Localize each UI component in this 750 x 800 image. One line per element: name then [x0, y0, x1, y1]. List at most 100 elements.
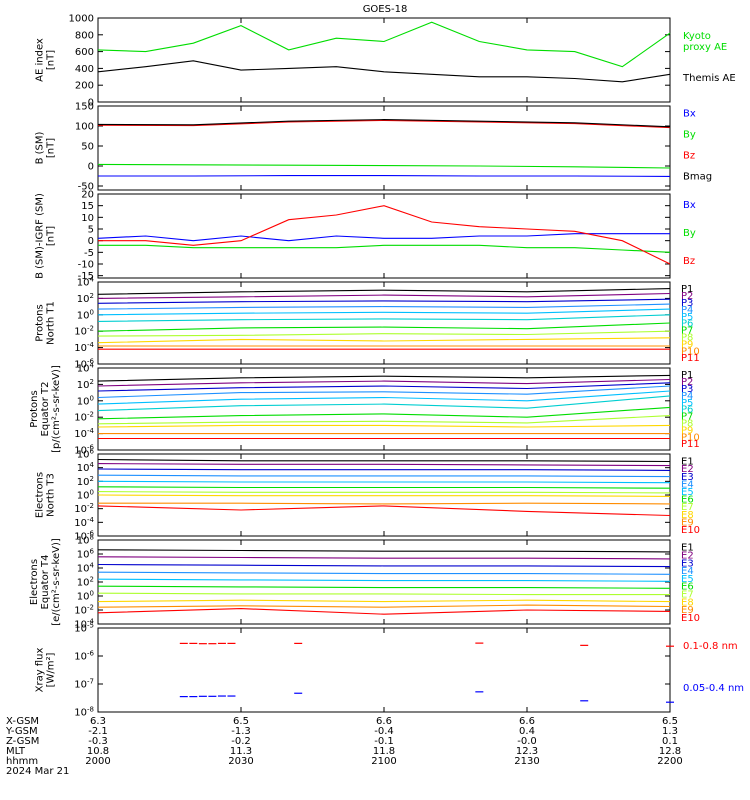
ephemeris-value: 2130: [514, 756, 539, 767]
y-axis-label: Equator T4: [40, 555, 51, 610]
series-line: [97, 556, 671, 560]
y-tick-label: 20: [81, 190, 94, 201]
ephemeris-value: -0.2: [231, 736, 251, 747]
y-axis-label: Protons: [35, 304, 46, 341]
ephemeris-value: 2100: [371, 756, 396, 767]
ephemeris-value: 6.5: [662, 716, 678, 727]
series-line: [97, 374, 671, 382]
series-line: [97, 337, 671, 344]
legend-label: P9: [681, 425, 693, 436]
ephemeris-value: 2200: [657, 756, 682, 767]
legend-label: Kyoto: [683, 31, 711, 42]
y-axis-label: North T1: [46, 301, 57, 345]
series-line: [97, 608, 671, 615]
y-axis-label: AE index: [35, 38, 46, 82]
y-tick-label: 100: [77, 394, 94, 407]
legend-label: P5: [681, 312, 693, 323]
y-tick-label: 100: [77, 590, 94, 603]
series-line: [97, 390, 671, 405]
ephemeris-value: 6.6: [519, 716, 535, 727]
y-tick-label: 104: [77, 461, 95, 474]
series-line: [97, 385, 671, 399]
series-line: [97, 563, 671, 568]
series-line: [97, 21, 671, 68]
series-line: [97, 60, 671, 83]
series-line: [97, 549, 671, 553]
legend-label: Bmag: [683, 172, 712, 183]
ephemeris-value: 11.8: [373, 746, 395, 757]
legend-label: P11: [681, 439, 700, 450]
legend-label: E4: [681, 566, 694, 577]
series-line: [97, 494, 671, 497]
legend-label: P3: [681, 298, 693, 309]
series-line: [98, 175, 671, 177]
ephemeris-row-label: MLT: [6, 746, 26, 757]
series-line: [97, 491, 671, 494]
series-line: [97, 424, 671, 428]
y-tick-label: 10-6: [74, 358, 94, 371]
legend-label: By: [683, 228, 696, 239]
series-line: [97, 288, 671, 295]
legend-label: E9: [681, 517, 694, 528]
y-tick-label: 150: [75, 102, 94, 113]
series-line: [97, 415, 671, 425]
series-line: [97, 163, 671, 169]
ephemeris-value: 1.3: [662, 726, 678, 737]
y-axis-label: B (SM)-IGRF (SM): [35, 193, 46, 279]
y-axis-label: North T3: [46, 473, 57, 517]
y-axis-label: Electrons: [29, 559, 40, 605]
y-axis-label: [W/m²]: [46, 652, 57, 687]
y-tick-label: 100: [75, 122, 94, 133]
panel-frame: [97, 367, 671, 451]
legend-label: P2: [681, 377, 693, 388]
y-tick-label: 104: [77, 362, 95, 375]
y-tick-label: 10-6: [74, 444, 94, 457]
y-tick-label: 100: [77, 489, 94, 502]
ephemeris-row-label: Y-GSM: [5, 726, 38, 737]
legend-label: P3: [681, 384, 693, 395]
legend-label: P7: [681, 326, 693, 337]
y-axis-label: [p/(cm²-s-sr-keV)]: [51, 365, 62, 453]
y-axis-label: B (SM): [35, 131, 46, 164]
y-tick-label: 1000: [69, 14, 94, 25]
panel-2: -50 0 50 100 150 B (SM) [nT] Bx By Bz Bmag: [35, 102, 713, 193]
legend-label: 0.1-0.8 nm: [683, 641, 738, 652]
y-tick-label: 10-4: [74, 516, 94, 529]
legend-label: E10: [681, 613, 700, 624]
ephemeris-value: 2000: [85, 756, 110, 767]
y-tick-label: -5: [84, 248, 94, 259]
legend-label: E8: [681, 597, 694, 608]
ephemeris-value: 0.4: [519, 726, 535, 737]
series-line: [97, 406, 671, 420]
ephemeris-value: -2.1: [88, 726, 108, 737]
legend-label: E2: [681, 464, 694, 475]
series-line: [97, 480, 671, 484]
series-line: [97, 298, 671, 304]
panel-frame: [97, 105, 671, 191]
legend-label: proxy AE: [683, 42, 727, 53]
y-tick-label: 108: [77, 534, 94, 547]
legend-label: P11: [681, 353, 700, 364]
series-line: [97, 119, 671, 129]
y-tick-label: 15: [81, 201, 94, 212]
legend-label: Bz: [683, 151, 695, 162]
ephemeris-value: 11.3: [230, 746, 252, 757]
series-line: [97, 233, 670, 242]
legend-label: P6: [681, 319, 693, 330]
legend-label: E2: [681, 550, 694, 561]
y-tick-label: 104: [77, 562, 95, 575]
legend-label: E10: [681, 525, 700, 536]
series-line: [97, 378, 671, 387]
legend-label: E4: [681, 479, 694, 490]
series-line: [97, 458, 671, 463]
legend-label: E9: [681, 605, 694, 616]
plot-title: GOES-18: [363, 4, 408, 15]
series-line: [97, 119, 671, 128]
panel-1: 0 200 400 600 800 1000 AE index [nT] Kyotoproxy …: [35, 14, 736, 109]
ephemeris-value: -1.3: [231, 726, 251, 737]
y-tick-label: 0: [88, 236, 94, 247]
ephemeris-row-label: hhmm: [6, 756, 38, 767]
y-tick-label: 102: [77, 475, 94, 488]
